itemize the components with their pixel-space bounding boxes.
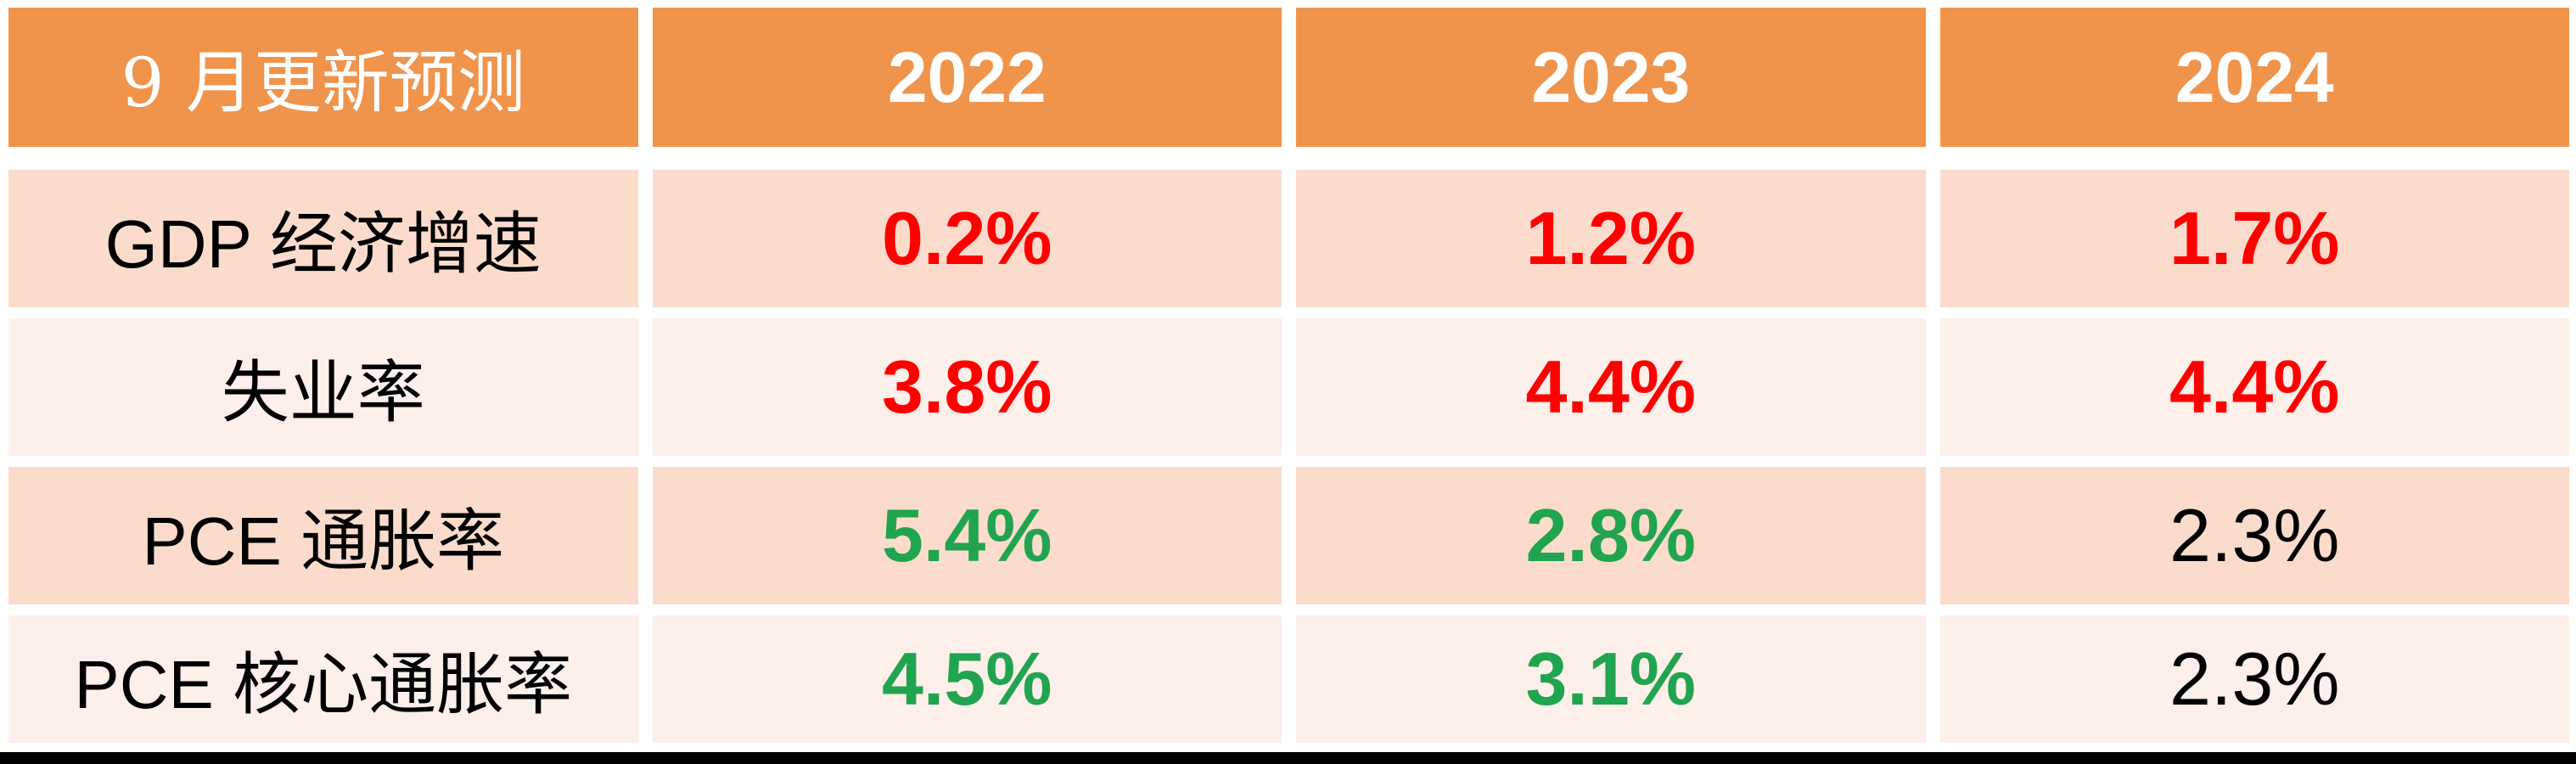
value-unemployment-2022: 3.8% (652, 318, 1282, 456)
row-label-gdp-growth: GDP 经济增速 (8, 170, 638, 307)
row-label-core-pce-inflation: PCE 核心通胀率 (8, 615, 638, 743)
value-pce-2022: 5.4% (652, 467, 1282, 604)
value-gdp-2024: 1.7% (1939, 170, 2569, 307)
value-gdp-2023: 1.2% (1296, 170, 1926, 307)
header-cell-year-2022: 2022 (652, 8, 1282, 147)
value-core-pce-2023: 3.1% (1296, 615, 1926, 743)
table-body: GDP 经济增速 0.2% 1.2% 1.7% 失业率 3.8% 4.4% 4.… (8, 170, 2569, 743)
value-pce-2023: 2.8% (1296, 467, 1926, 604)
header-cell-year-2023: 2023 (1296, 8, 1926, 147)
value-core-pce-2022: 4.5% (652, 615, 1282, 743)
value-pce-2024: 2.3% (1939, 467, 2569, 604)
header-cell-title: 9 月更新预测 (8, 8, 638, 147)
bottom-black-bar (0, 752, 2576, 764)
forecast-table: 9 月更新预测 2022 2023 2024 GDP 经济增速 0.2% 1.2… (8, 8, 2569, 743)
value-gdp-2022: 0.2% (652, 170, 1282, 307)
value-unemployment-2023: 4.4% (1296, 318, 1926, 456)
header-cell-year-2024: 2024 (1939, 8, 2569, 147)
table-header-row: 9 月更新预测 2022 2023 2024 (8, 8, 2569, 147)
value-core-pce-2024: 2.3% (1939, 615, 2569, 743)
value-unemployment-2024: 4.4% (1939, 318, 2569, 456)
row-label-unemployment: 失业率 (8, 318, 638, 456)
row-label-pce-inflation: PCE 通胀率 (8, 467, 638, 604)
